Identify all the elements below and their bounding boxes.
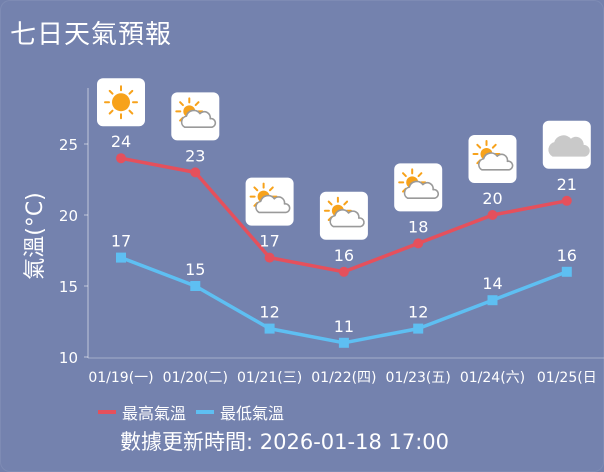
data-point-high (116, 153, 126, 164)
update-label: 數據更新時間: (120, 430, 254, 454)
weather-icons (97, 78, 591, 240)
legend-label-high: 最高氣溫 (122, 404, 187, 423)
data-point-low (190, 281, 201, 291)
sun-icon (97, 78, 145, 127)
data-point-low (561, 266, 572, 277)
data-label-low: 17 (111, 232, 131, 251)
data-point-high (561, 195, 572, 206)
partly-cloudy-icon (468, 135, 517, 183)
x-tick-label: 01/24(六) (460, 370, 525, 386)
x-tick-label: 01/20(二) (163, 370, 228, 386)
data-label-high: 23 (185, 146, 205, 165)
x-tick-label: 01/19(一) (88, 370, 153, 386)
data-label-high: 17 (259, 232, 279, 251)
partly-cloudy-icon (394, 163, 443, 212)
legend-swatch-high (98, 410, 116, 414)
temperature-chart: 10 15 20 25 氣溫(°C) 01/19(一) 01/20(二) 01/21(三) 01… (23, 78, 604, 386)
y-tick-label: 25 (59, 136, 78, 154)
chart-axes: 10 15 20 25 氣溫(°C) 01/19(一) 01/20(二) 01/21(三) 01… (23, 88, 604, 386)
data-point-low (338, 337, 349, 348)
legend-label-low: 最低氣溫 (220, 404, 285, 423)
data-point-high (190, 167, 201, 178)
legend-swatch-low (196, 410, 215, 414)
x-tick-label: 01/22(四) (311, 370, 376, 386)
cloud-icon (542, 120, 591, 169)
y-axis-label: 氣溫(°C) (23, 192, 48, 280)
data-label-low: 15 (185, 260, 205, 279)
legend-item-low[interactable]: 最低氣溫 (196, 400, 284, 424)
data-point-low (116, 252, 126, 263)
data-point-low (264, 323, 275, 334)
y-tick-label: 10 (59, 349, 78, 367)
data-label-low: 12 (259, 303, 279, 322)
data-point-high (487, 210, 498, 220)
data-label-low: 16 (557, 246, 577, 265)
update-value: 2026-01-18 17:00 (259, 430, 450, 454)
data-label-low: 14 (482, 274, 502, 293)
legend-item-high[interactable]: 最高氣溫 (98, 400, 186, 424)
x-tick-label: 01/21(三) (237, 370, 302, 386)
data-label-high: 18 (408, 217, 428, 236)
partly-cloudy-icon (171, 92, 220, 141)
x-tick-label: 01/25(日 (537, 370, 597, 386)
data-labels: 24 23 17 16 18 20 21 17 15 12 11 12 14 16 (111, 132, 577, 336)
data-label-high: 16 (334, 246, 354, 265)
chart-lines (116, 153, 572, 348)
data-label-high: 20 (482, 189, 502, 208)
y-tick-label: 15 (59, 278, 78, 296)
page-title: 七日天氣預報 (10, 20, 173, 50)
partly-cloudy-icon (319, 191, 368, 240)
data-label-high: 21 (557, 175, 577, 194)
data-point-low (413, 323, 424, 334)
partly-cloudy-icon (245, 177, 294, 226)
data-label-low: 12 (408, 303, 428, 322)
data-point-low (487, 295, 498, 306)
data-point-high (338, 266, 349, 277)
chart-legend: 最高氣溫 最低氣溫 (98, 400, 294, 424)
x-tick-label: 01/23(五) (386, 370, 451, 386)
data-label-low: 11 (334, 317, 354, 336)
update-time: 數據更新時間: 2026-01-18 17:00 (120, 426, 449, 456)
data-label-high: 24 (111, 132, 131, 151)
data-point-high (264, 252, 275, 263)
data-point-high (413, 238, 424, 249)
y-tick-label: 20 (59, 207, 78, 225)
